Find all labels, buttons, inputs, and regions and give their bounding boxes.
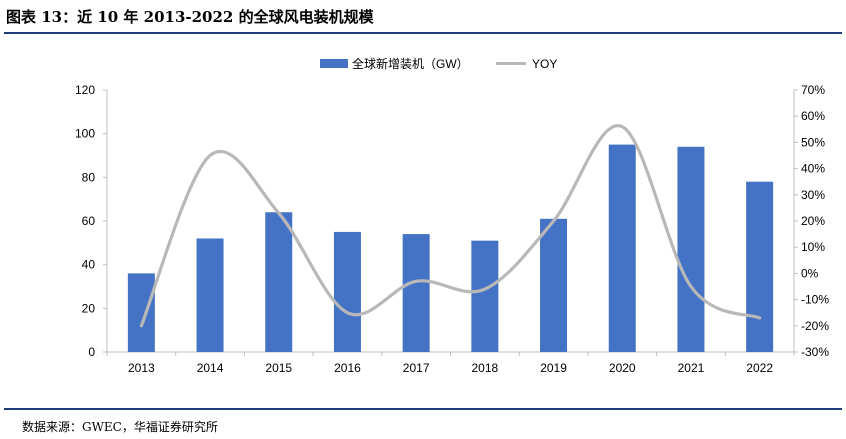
y-left-tick-label: 80 (82, 170, 96, 184)
y-right-tick-label: -20% (801, 319, 829, 333)
x-tick-label: 2022 (746, 361, 773, 375)
x-tick-label: 2017 (403, 361, 430, 375)
bar (471, 240, 499, 352)
y-right-tick-label: -30% (801, 345, 829, 359)
bar (333, 231, 361, 352)
yoy-line (139, 124, 762, 328)
y-right-tick-label: 10% (801, 240, 825, 254)
legend: 全球新增装机（GW） YOY (320, 56, 557, 71)
y-right-tick-label: 0% (801, 266, 819, 280)
y-right-tick-label: 30% (801, 188, 825, 202)
x-tick-label: 2018 (471, 361, 498, 375)
y-left-tick-label: 100 (75, 127, 95, 141)
legend-bar-swatch (320, 59, 348, 68)
legend-line-label: YOY (532, 57, 557, 71)
bar (196, 238, 224, 352)
title-rule (4, 32, 842, 34)
x-tick-label: 2019 (540, 361, 567, 375)
x-tick-label: 2015 (265, 361, 292, 375)
y-left-tick-label: 0 (88, 345, 95, 359)
y-right-tick-label: 70% (801, 83, 825, 97)
y-left-tick-label: 40 (82, 258, 96, 272)
figure-title: 图表 13：近 10 年 2013-2022 的全球风电装机规模 (6, 8, 374, 26)
bar (746, 181, 774, 352)
source-note: 数据来源：GWEC，华福证券研究所 (22, 420, 218, 434)
x-tick-label: 2016 (334, 361, 361, 375)
x-tick-label: 2021 (678, 361, 705, 375)
bar (127, 273, 155, 352)
y-left-tick-label: 20 (82, 301, 96, 315)
y-left-tick-label: 60 (82, 214, 96, 228)
legend-bar-label: 全球新增装机（GW） (352, 56, 469, 71)
bar (608, 144, 636, 352)
y-right-tick-label: 60% (801, 109, 825, 123)
x-tick-label: 2014 (197, 361, 224, 375)
y-right-tick-label: 50% (801, 135, 825, 149)
bar (540, 218, 568, 352)
bar (677, 146, 705, 352)
source-rule (4, 408, 842, 410)
x-tick-label: 2020 (609, 361, 636, 375)
y-left-tick-label: 120 (75, 83, 95, 97)
y-right-tick-label: 40% (801, 162, 825, 176)
y-right-tick-label: -10% (801, 293, 829, 307)
y-right-tick-label: 20% (801, 214, 825, 228)
bar (402, 234, 430, 352)
bar (265, 212, 293, 352)
x-tick-label: 2013 (128, 361, 155, 375)
